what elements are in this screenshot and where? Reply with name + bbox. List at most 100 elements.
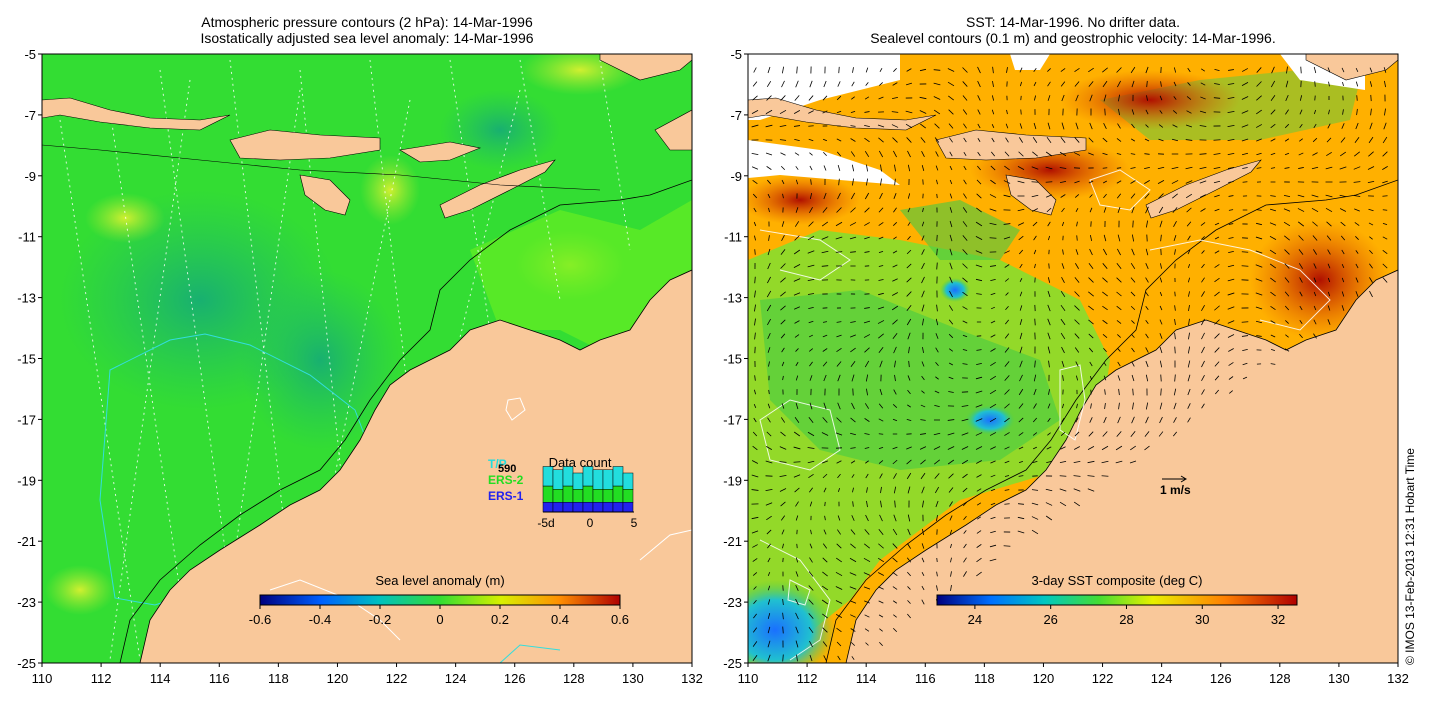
java-island: [42, 97, 231, 131]
velocity-arrow: [905, 123, 913, 129]
velocity-arrow: [1019, 360, 1023, 368]
velocity-arrow: [907, 586, 911, 590]
velocity-arrow: [1369, 249, 1373, 255]
velocity-arrow: [1270, 195, 1276, 197]
velocity-arrow: [751, 460, 759, 464]
velocity-arrow: [767, 417, 771, 423]
velocity-arrow: [878, 543, 884, 549]
velocity-arrow: [1006, 67, 1008, 73]
velocity-arrow: [1018, 461, 1024, 463]
velocity-arrow: [836, 207, 842, 213]
velocity-arrow: [963, 557, 967, 563]
velocity-arrow: [753, 586, 757, 590]
left-lat-tick-label: -25: [17, 656, 36, 671]
sst-colorbar-tick-label: 28: [1119, 612, 1133, 627]
velocity-arrow: [779, 109, 787, 115]
velocity-arrow: [865, 374, 869, 382]
velocity-arrow: [1171, 166, 1179, 170]
velocity-arrow: [850, 125, 856, 127]
velocity-arrow: [850, 432, 856, 436]
right-lon-tick-label: 132: [1387, 671, 1409, 686]
velocity-arrow: [837, 81, 841, 87]
velocity-arrow: [892, 332, 898, 340]
velocity-arrow: [1187, 360, 1191, 368]
velocity-scale-label: 1 m/s: [1160, 483, 1191, 497]
sla-colorbar-tick-label: 0: [436, 612, 443, 627]
velocity-arrow: [779, 488, 787, 492]
velocity-arrow: [1270, 123, 1276, 129]
left-lat-tick-label: -5: [24, 47, 36, 62]
velocity-arrow: [1355, 263, 1359, 269]
velocity-arrow: [852, 501, 854, 507]
velocity-arrow: [908, 346, 910, 354]
right-panel-title: SST: 14-Mar-1996. No drifter data. Seale…: [748, 14, 1398, 46]
velocity-arrow: [1188, 318, 1190, 326]
velocity-arrow: [949, 207, 953, 213]
velocity-arrow: [977, 80, 981, 88]
velocity-arrow: [1314, 81, 1316, 87]
velocity-arrow: [892, 600, 898, 604]
velocity-arrow: [948, 109, 954, 115]
velocity-arrow: [781, 221, 785, 227]
velocity-arrow: [754, 290, 756, 298]
velocity-arrow: [1312, 235, 1318, 241]
right-lat-tick-label: -9: [730, 169, 742, 184]
velocity-arrow: [1298, 263, 1304, 269]
velocity-arrow: [989, 544, 997, 548]
velocity-arrow: [1227, 83, 1235, 85]
velocity-arrow: [1185, 166, 1193, 170]
velocity-arrow: [1187, 374, 1191, 382]
velocity-arrow: [1059, 151, 1067, 157]
velocity-arrow: [1018, 417, 1024, 423]
velocity-arrow: [1382, 151, 1388, 157]
velocity-arrow: [767, 347, 771, 353]
velocity-arrow: [933, 432, 941, 436]
velocity-arrow: [893, 389, 897, 395]
velocity-arrow: [1354, 222, 1360, 226]
velocity-arrow: [835, 432, 843, 436]
velocity-arrow: [1118, 108, 1120, 116]
velocity-arrow: [1130, 291, 1136, 297]
velocity-arrow: [989, 265, 997, 267]
velocity-arrow: [990, 361, 996, 367]
velocity-arrow: [1200, 96, 1206, 100]
velocity-arrow: [907, 613, 911, 619]
velocity-arrow: [864, 447, 870, 449]
velocity-arrow: [1004, 319, 1010, 325]
velocity-arrow: [990, 165, 996, 171]
velocity-arrow: [906, 419, 912, 421]
velocity-arrow: [1173, 81, 1177, 87]
velocity-arrow: [879, 360, 883, 368]
velocity-arrow: [751, 152, 759, 156]
velocity-arrow: [822, 110, 828, 114]
velocity-arrow: [992, 66, 994, 74]
velocity-arrow: [892, 543, 898, 549]
velocity-arrow: [907, 389, 911, 395]
velocity-arrow: [1382, 250, 1388, 254]
velocity-arrow: [751, 474, 759, 478]
velocity-arrow: [948, 473, 954, 479]
velocity-arrow: [892, 446, 898, 450]
velocity-arrow: [1326, 151, 1332, 157]
velocity-arrow: [962, 363, 968, 365]
velocity-arrow: [976, 363, 982, 365]
velocity-arrow: [822, 460, 828, 464]
right-lat-tick-label: -5: [730, 47, 742, 62]
velocity-arrow: [1102, 80, 1108, 88]
velocity-arrow: [1131, 374, 1135, 382]
velocity-arrow: [1214, 291, 1220, 297]
velocity-arrow: [962, 349, 968, 351]
velocity-arrow: [767, 599, 771, 605]
velocity-arrow: [1214, 208, 1220, 212]
velocity-arrow: [950, 557, 952, 563]
velocity-arrow: [921, 304, 925, 312]
velocity-arrow: [1255, 250, 1263, 254]
velocity-arrow: [1215, 389, 1219, 395]
data-count-tick-end: 5: [631, 516, 638, 530]
velocity-arrow: [1327, 277, 1331, 283]
velocity-arrow: [907, 222, 911, 226]
velocity-arrow: [1116, 320, 1122, 324]
velocity-arrow: [850, 111, 856, 113]
data-count-bar-tp: [552, 469, 564, 490]
velocity-arrow: [1060, 304, 1066, 312]
